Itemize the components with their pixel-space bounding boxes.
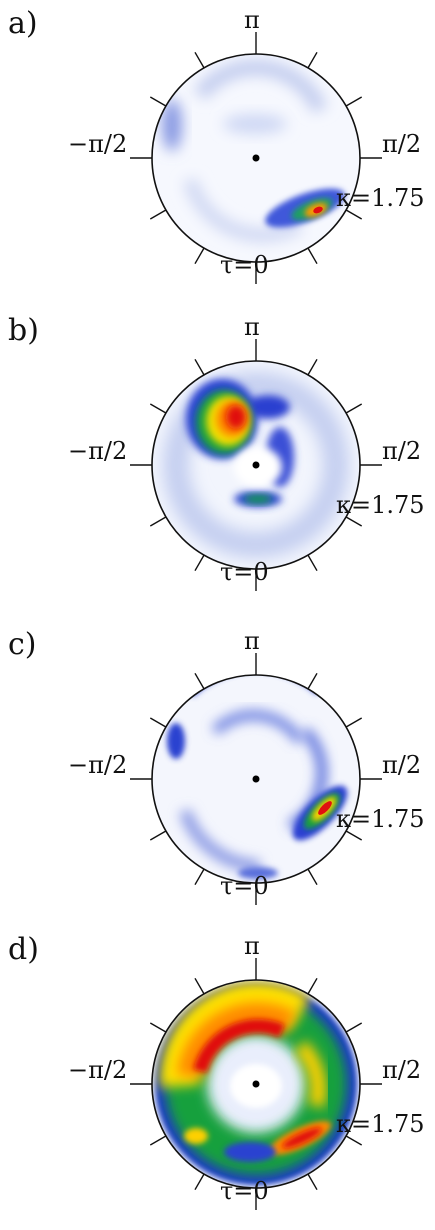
axis-label-pi-half: π/2 [382,130,422,158]
dial-tick [345,1022,363,1033]
dial-tick [307,554,318,572]
intensity-map [152,675,360,883]
dial [130,339,382,591]
panel-label: b) [8,313,39,348]
panel-b: b) π −π/2 π/2 κ=1.75 τ=0 [0,307,435,607]
dial-tick [194,672,205,690]
dial-tick [307,977,318,995]
dial-tick [149,96,167,107]
dial-tick [307,51,318,69]
center-dot [252,1080,260,1088]
dial-tick [149,403,167,414]
axis-label-minus-pi-half: −π/2 [68,1056,128,1084]
polar-plot-b [130,339,382,591]
panel-label: c) [8,627,37,662]
dial-tick [149,1022,167,1033]
dial-tick [345,1135,363,1146]
dial-tick [194,554,205,572]
axis-label-tau-zero: τ=0 [220,1177,269,1205]
polar-plot-c [130,653,382,905]
center-dot [252,461,260,469]
plot-boundary [151,53,361,263]
dial [130,32,382,284]
dial-tick [149,516,167,527]
center-dot [252,775,260,783]
dial-tick [307,868,318,886]
dial-tick [194,247,205,265]
polar-plot-a [130,32,382,284]
axis-label-tau-zero: τ=0 [220,558,269,586]
axis-label-pi-half: π/2 [382,751,422,779]
axis-label-minus-pi-half: −π/2 [68,751,128,779]
dial-tick [194,868,205,886]
panel-c: c) π −π/2 π/2 κ=1.75 τ=0 [0,621,435,921]
plot-boundary [151,360,361,570]
axis-label-pi: π [244,932,260,960]
dial-tick [345,209,363,220]
intensity-map [152,980,360,1188]
axis-label-tau-zero: τ=0 [220,872,269,900]
dial [130,653,382,905]
dial-tick [194,51,205,69]
dial-tick [194,1173,205,1191]
center-dot [252,154,260,162]
dial-tick [149,717,167,728]
axis-label-pi-half: π/2 [382,437,422,465]
kappa-label: κ=1.75 [336,491,425,519]
dial-tick [345,717,363,728]
dial-tick [345,403,363,414]
kappa-label: κ=1.75 [336,1110,425,1138]
axis-label-pi-half: π/2 [382,1056,422,1084]
plot-boundary [151,979,361,1189]
axis-label-pi: π [244,313,260,341]
dial [130,958,382,1210]
panel-label: d) [8,932,39,967]
axis-label-minus-pi-half: −π/2 [68,437,128,465]
dial-tick [345,830,363,841]
dial-tick [194,358,205,376]
dial-tick [194,977,205,995]
dial-tick [345,516,363,527]
dial-tick [149,209,167,220]
axis-label-pi: π [244,6,260,34]
axis-label-pi: π [244,627,260,655]
dial-tick [307,247,318,265]
dial-tick [307,358,318,376]
axis-label-minus-pi-half: −π/2 [68,130,128,158]
dial-tick [307,1173,318,1191]
dial-tick [149,1135,167,1146]
panel-d: d) π −π/2 π/2 κ=1.75 τ=0 [0,926,435,1226]
dial-tick [345,96,363,107]
dial-tick [149,830,167,841]
polar-plot-d [130,958,382,1210]
panel-label: a) [8,6,38,41]
axis-label-tau-zero: τ=0 [220,251,269,279]
kappa-label: κ=1.75 [336,805,425,833]
plot-boundary [151,674,361,884]
dial-tick [307,672,318,690]
kappa-label: κ=1.75 [336,184,425,212]
panel-a: a) π −π/2 π/2 κ=1.75 τ=0 [0,0,435,300]
